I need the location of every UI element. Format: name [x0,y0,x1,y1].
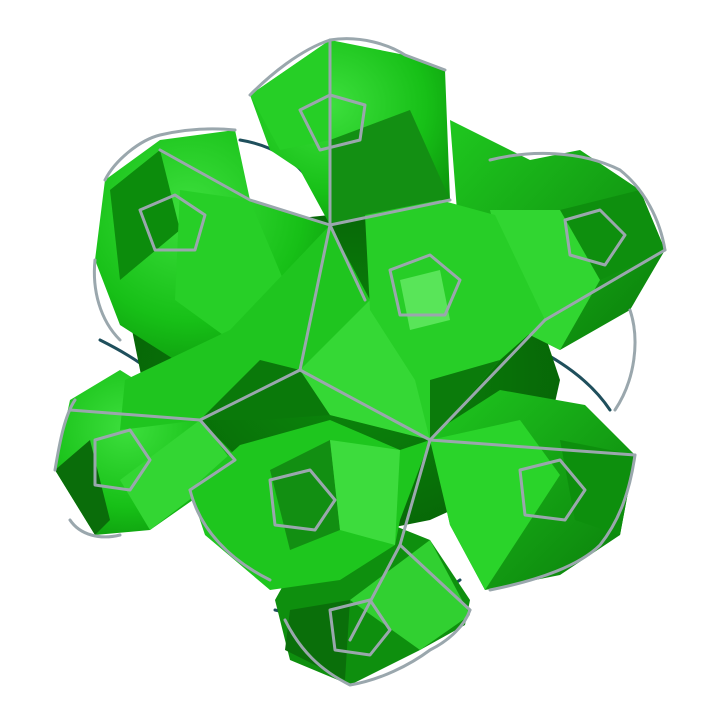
cell-lower-right [430,390,635,590]
cell-top [250,40,450,225]
cell-lower-center [190,420,430,590]
front-frame [53,37,667,687]
